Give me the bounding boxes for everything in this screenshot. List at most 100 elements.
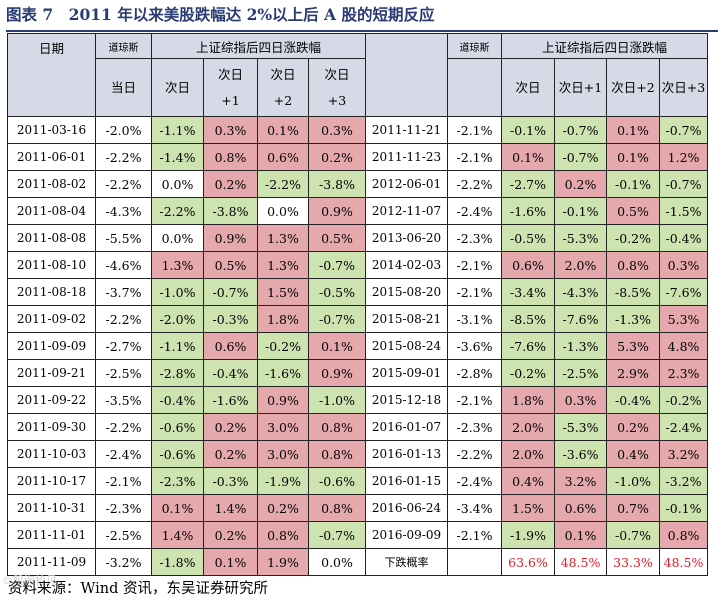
change-cell: -1.6% — [501, 197, 556, 225]
probability-cell: 48.5% — [659, 548, 709, 576]
change-cell: 1.2% — [659, 143, 709, 171]
change-cell: -3.8% — [307, 170, 367, 198]
change-cell: 2.0% — [501, 413, 556, 441]
dow-cell: -4.6% — [95, 251, 152, 279]
table-row: 2011-08-08 -5.5% 0.0% 0.9% 1.3% 0.5% 2013-06-2… — [7, 224, 709, 252]
header-day4: 次日 +3 — [307, 58, 367, 117]
dow-cell: -2.3% — [447, 413, 503, 441]
header-row-1: 日期 道琼斯 上证综指后四日涨跌幅 道琼斯 上证综指后四日涨跌幅 — [7, 33, 709, 117]
change-cell: 0.8% — [307, 494, 367, 522]
header-r-day0 — [447, 58, 503, 117]
date-cell: 2015-09-01 — [365, 359, 449, 387]
change-cell: -0.1% — [606, 170, 661, 198]
dow-cell: -2.8% — [447, 359, 503, 387]
header-dow-right: 道琼斯 — [447, 33, 503, 59]
change-cell: -0.7% — [554, 116, 608, 144]
change-cell: -0.4% — [659, 224, 709, 252]
dow-cell: -3.6% — [447, 332, 503, 360]
dow-cell: -2.3% — [447, 224, 503, 252]
change-cell: 0.3% — [659, 251, 709, 279]
date-cell: 2011-11-09 — [7, 548, 96, 576]
change-cell: -1.0% — [606, 467, 661, 495]
change-cell: 0.8% — [203, 143, 258, 171]
change-cell: -0.4% — [606, 386, 661, 414]
change-cell: -0.7% — [307, 521, 367, 549]
change-cell: -7.6% — [659, 278, 709, 306]
change-cell: 0.2% — [307, 143, 367, 171]
change-cell: 0.1% — [606, 116, 661, 144]
change-cell: -0.2% — [257, 332, 309, 360]
change-cell: 0.5% — [606, 197, 661, 225]
change-cell: -0.7% — [606, 521, 661, 549]
date-cell: 2011-09-02 — [7, 305, 96, 333]
date-cell: 2013-06-20 — [365, 224, 449, 252]
change-cell: 0.2% — [203, 440, 258, 468]
header-row-2: 当日 次日 次日 +1 次日 +2 次日 +3 次日 次日+1 次日+2 次日+3 — [8, 58, 709, 117]
dow-cell: -2.2% — [95, 413, 152, 441]
date-cell: 2016-01-15 — [365, 467, 449, 495]
dow-cell: -2.7% — [95, 332, 152, 360]
change-cell: -0.4% — [203, 359, 258, 387]
change-cell: -4.3% — [554, 278, 608, 306]
date-cell: 2012-06-01 — [365, 170, 449, 198]
change-cell: 0.8% — [307, 440, 367, 468]
change-cell: 0.1% — [151, 494, 204, 522]
change-cell: 0.0% — [257, 197, 309, 225]
change-cell: -1.5% — [659, 197, 709, 225]
figure-title: 图表 7 2011 年以来美股跌幅达 2%以上后 A 股的短期反应 — [6, 5, 435, 24]
change-cell: -1.0% — [151, 278, 204, 306]
table-row: 2011-09-02 -2.2% -2.0% -0.3% 1.8% -0.7% 2015-0… — [7, 305, 709, 333]
dow-cell: -2.4% — [95, 440, 152, 468]
change-cell: -0.1% — [501, 116, 556, 144]
date-cell: 2016-01-07 — [365, 413, 449, 441]
table-row: 2011-09-22 -3.5% -0.4% -1.6% 0.9% -1.0% 2015-1… — [7, 386, 709, 414]
change-cell: 1.5% — [501, 494, 556, 522]
change-cell: 0.3% — [554, 386, 608, 414]
change-cell: 2.0% — [501, 440, 556, 468]
change-cell: -0.1% — [554, 197, 608, 225]
change-cell: -2.5% — [554, 359, 608, 387]
table-row: 2011-09-21 -2.5% -2.8% -0.4% -1.6% 0.9% 2015-0… — [7, 359, 709, 387]
change-cell: 0.8% — [307, 413, 367, 441]
change-cell: -1.1% — [151, 332, 204, 360]
header-day1: 次日 — [151, 58, 204, 117]
date-cell: 2011-08-08 — [7, 224, 96, 252]
change-cell: 3.0% — [257, 440, 309, 468]
date-cell: 2016-06-24 — [365, 494, 449, 522]
table-row: 2011-09-30 -2.2% -0.6% 0.2% 3.0% 0.8% 2016-01-… — [7, 413, 709, 441]
table-row: 2011-09-09 -2.7% -1.1% 0.6% -0.2% 0.1% 2015-08… — [7, 332, 709, 360]
date-cell: 2011-06-01 — [7, 143, 96, 171]
change-cell: 1.3% — [151, 251, 204, 279]
change-cell: -0.5% — [501, 224, 556, 252]
probability-dow — [447, 548, 503, 576]
dow-cell: -2.5% — [95, 521, 152, 549]
date-cell: 2011-08-02 — [7, 170, 96, 198]
change-cell: 0.5% — [307, 224, 367, 252]
dow-cell: -4.3% — [95, 197, 152, 225]
change-cell: 0.1% — [203, 548, 258, 576]
change-cell: 0.9% — [307, 197, 367, 225]
change-cell: 1.3% — [257, 251, 309, 279]
change-cell: -1.6% — [257, 359, 309, 387]
change-cell: 0.7% — [606, 494, 661, 522]
header-date-right — [365, 33, 449, 117]
change-cell: -3.6% — [554, 440, 608, 468]
change-cell: -2.3% — [151, 467, 204, 495]
date-cell: 2011-09-09 — [7, 332, 96, 360]
change-cell: 4.8% — [659, 332, 709, 360]
change-cell: 0.3% — [203, 116, 258, 144]
change-cell: -2.0% — [151, 305, 204, 333]
change-cell: -0.6% — [151, 440, 204, 468]
change-cell: -3.4% — [501, 278, 556, 306]
change-cell: -0.6% — [307, 467, 367, 495]
header-r-day4: 次日+3 — [659, 58, 709, 117]
change-cell: 5.3% — [659, 305, 709, 333]
date-cell: 2011-08-10 — [7, 251, 96, 279]
change-cell: -0.6% — [151, 413, 204, 441]
dow-cell: -2.5% — [95, 359, 152, 387]
header-day3-b: +2 — [273, 92, 293, 108]
dow-cell: -2.3% — [95, 494, 152, 522]
change-cell: 0.1% — [501, 143, 556, 171]
change-cell: 2.3% — [659, 359, 709, 387]
change-cell: 0.6% — [257, 143, 309, 171]
